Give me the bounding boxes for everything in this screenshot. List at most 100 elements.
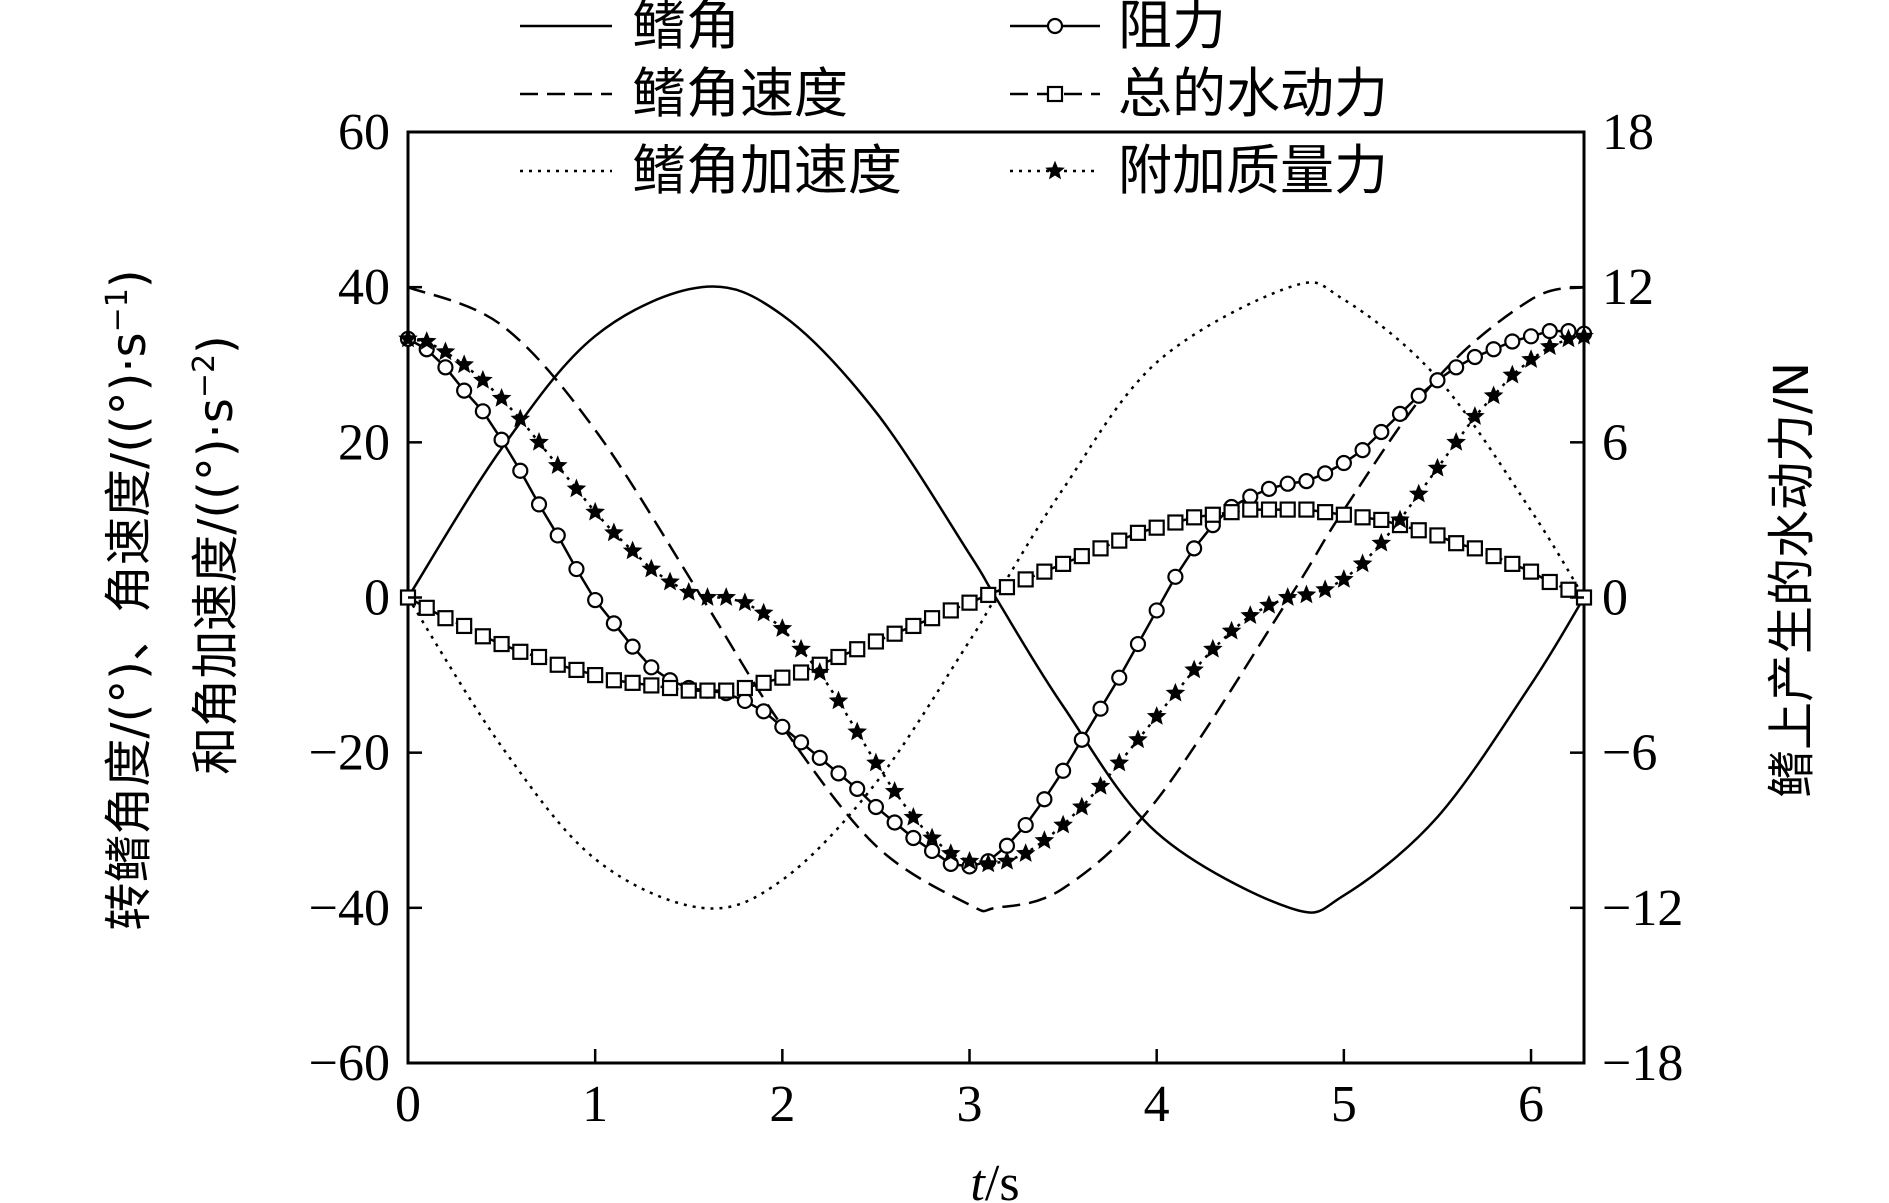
y-axis-left-label-line2: 和角加速度/((°)·s−2) <box>187 335 244 775</box>
total-hydro-force-point <box>1448 535 1465 552</box>
added-mass-force-point <box>566 478 587 498</box>
x-tick-label: 1 <box>582 1076 608 1133</box>
total-hydro-force-point <box>530 648 548 666</box>
drag-force-point <box>755 703 772 720</box>
drag-force-point <box>493 431 510 448</box>
added-mass-force-point <box>1334 569 1354 588</box>
x-axis-label: t/s <box>970 1155 1019 1203</box>
y-right-tick-label: 12 <box>1602 259 1654 316</box>
total-hydro-force-point <box>1541 573 1558 591</box>
total-hydro-force-point <box>923 610 941 627</box>
total-hydro-force-point <box>1279 501 1296 518</box>
total-hydro-force-point <box>624 674 641 691</box>
added-mass-force-point <box>1390 509 1410 529</box>
added-mass-force-point <box>1539 336 1560 356</box>
added-mass-force-point <box>585 501 605 521</box>
total-hydro-force-point <box>980 586 997 604</box>
total-hydro-force-point <box>568 661 585 679</box>
y-left-label-line2-tail: ) <box>188 335 244 354</box>
total-hydro-force-point <box>1223 504 1240 521</box>
added-mass-force-point <box>735 592 755 612</box>
drag-force-point <box>605 615 622 632</box>
total-hydro-force-point <box>1111 532 1128 549</box>
added-mass-force-point <box>678 582 699 601</box>
legend-item-fin-angular-velocity: 鳍角速度 <box>520 62 848 125</box>
total-hydro-force-point <box>1073 548 1090 565</box>
drag-force-point <box>1373 423 1390 441</box>
added-mass-force-point <box>491 388 512 407</box>
total-hydro-force-point <box>830 648 847 666</box>
total-hydro-force-point <box>1522 563 1540 580</box>
total-hydro-force-point <box>755 674 772 691</box>
added-mass-force-point <box>1371 532 1392 552</box>
total-hydro-force-point <box>1485 548 1502 565</box>
total-hydro-force-line <box>407 508 1585 692</box>
added-mass-force-point <box>997 850 1017 870</box>
x-tick-label: 3 <box>957 1076 983 1133</box>
added-mass-force-point <box>1240 605 1261 624</box>
drag-force-point <box>1448 359 1465 376</box>
total-hydro-force-point <box>587 666 604 684</box>
y-right-tick-label: 6 <box>1602 414 1628 471</box>
total-hydro-force-point <box>605 672 622 689</box>
series-drag-force <box>399 323 1593 875</box>
drag-force-point <box>1073 731 1090 748</box>
total-hydro-force-point <box>886 625 903 642</box>
added-mass-force-point <box>1015 843 1036 862</box>
total-hydro-force-point <box>849 641 866 658</box>
total-hydro-force-point <box>699 682 716 699</box>
drag-force-point <box>1466 348 1483 366</box>
legend-added-mass-force-point <box>1045 160 1065 180</box>
total-hydro-force-point <box>493 635 510 653</box>
legend-label-fin-angle: 鳍角 <box>632 0 740 57</box>
total-hydro-force-point <box>736 679 754 697</box>
y-right-tick-label: 0 <box>1602 570 1628 627</box>
x-tick-label: 2 <box>769 1076 795 1133</box>
drag-force-point <box>437 359 454 376</box>
total-hydro-force-point <box>1317 504 1334 521</box>
added-mass-force-point <box>1352 553 1373 573</box>
added-mass-force-point <box>1109 752 1130 772</box>
drag-force-point <box>1279 475 1296 492</box>
drag-force-line <box>407 329 1585 868</box>
added-mass-force-point <box>697 587 718 606</box>
total-hydro-force-point <box>1148 519 1165 536</box>
y-right-tick-label: −18 <box>1602 1035 1683 1092</box>
added-mass-force-point <box>529 432 549 451</box>
drag-force-point <box>1391 405 1409 422</box>
added-mass-force-point <box>473 369 493 389</box>
y-axis-left-label-line1: 转鳍角度/(°)、角速度/((°)·s−1) <box>100 269 157 930</box>
added-mass-force-point <box>1427 457 1448 477</box>
series-layer <box>398 281 1594 914</box>
drag-force-point <box>1148 602 1165 619</box>
added-mass-force-point <box>978 853 999 873</box>
y-right-tick-label: 18 <box>1602 104 1654 161</box>
added-mass-force-point <box>847 721 868 741</box>
drag-force-point <box>1129 635 1147 653</box>
added-mass-force-point <box>510 408 531 428</box>
y-right-tick-label: −12 <box>1602 880 1683 937</box>
x-axis-label-unit: /s <box>985 1155 1020 1203</box>
x-tick-label: 6 <box>1518 1076 1544 1133</box>
legend-label-fin-angular-velocity: 鳍角速度 <box>632 62 848 125</box>
y-right-tick-label: −6 <box>1602 725 1657 782</box>
added-mass-force-point <box>1483 385 1504 405</box>
added-mass-force-point <box>940 843 961 862</box>
drag-force-point <box>624 638 641 655</box>
legend-label-fin-angular-acceleration: 鳍角加速度 <box>632 139 902 202</box>
y-left-tick-label: −40 <box>309 880 390 937</box>
total-hydro-force-point <box>1560 581 1577 598</box>
drag-force-point <box>886 814 903 831</box>
total-hydro-force-point <box>1204 506 1221 523</box>
added-mass-force-point <box>903 806 924 826</box>
drag-force-point <box>456 382 473 399</box>
total-hydro-force-point <box>1017 571 1034 588</box>
legend-label-added-mass-force: 附加质量力 <box>1118 139 1388 202</box>
series-total-hydro-force <box>399 501 1593 699</box>
total-hydro-force-point <box>774 669 791 686</box>
total-hydro-force-point <box>998 579 1016 596</box>
legend-item-added-mass-force: 附加质量力 <box>1010 139 1388 202</box>
drag-force-point <box>1410 387 1427 404</box>
drag-force-point <box>1335 454 1352 472</box>
